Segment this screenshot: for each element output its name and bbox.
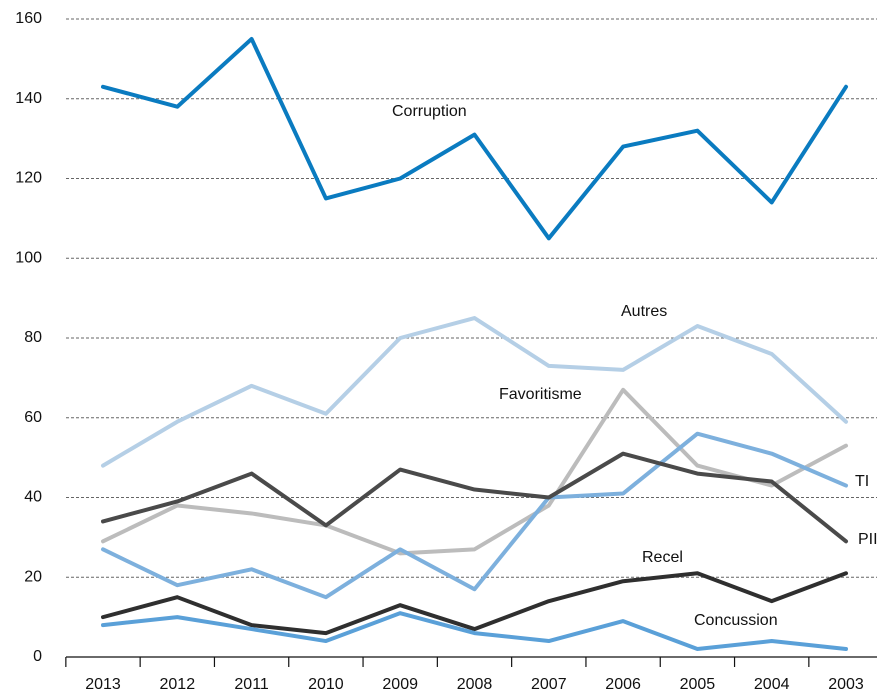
x-tick-label: 2013 [85,676,121,693]
y-tick-label: 100 [15,249,42,266]
y-tick-label: 40 [24,489,42,506]
y-tick-label: 20 [24,568,42,585]
x-tick-label: 2007 [531,676,567,693]
x-tick-label: 2004 [754,676,790,693]
y-tick-label: 140 [15,90,42,107]
series-line [101,571,848,636]
x-tick-label: 2012 [160,676,196,693]
series-line [101,611,848,652]
series-label: Concussion [694,612,778,629]
y-tick-label: 0 [33,648,42,665]
series-line [101,387,848,556]
series-label: Favoritisme [499,386,582,403]
series-label: Recel [642,549,683,566]
x-tick-label: 2006 [605,676,641,693]
y-tick-label: 80 [24,329,42,346]
series-line [101,431,848,600]
y-tick-label: 120 [15,170,42,187]
series-label: TI [855,473,869,490]
series-line [101,36,848,241]
x-tick-label: 2003 [828,676,864,693]
series-line [101,451,848,544]
x-tick-label: 2011 [234,676,269,693]
series-line [101,316,848,468]
x-tick-label: 2009 [382,676,418,693]
series-label: Corruption [392,103,467,120]
x-tick-label: 2010 [308,676,344,693]
x-tick-label: 2005 [680,676,716,693]
y-tick-label: 60 [24,409,42,426]
series-label: PII [858,531,878,548]
series-label: Autres [621,303,667,320]
x-tick-label: 2008 [457,676,493,693]
y-tick-label: 160 [15,10,42,27]
